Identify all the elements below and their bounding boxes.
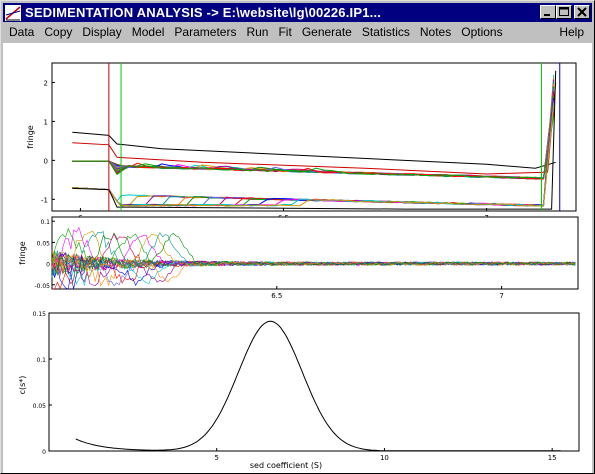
distribution-y-tick-label: 0.05	[33, 403, 47, 410]
title-bar[interactable]: SEDIMENTATION ANALYSIS -> E:\website\lg\…	[3, 3, 592, 22]
scan-y-tick-label: 1	[44, 118, 48, 126]
distribution-plot-xlabel: sed coefficient (S)	[250, 461, 322, 470]
scan-curve	[72, 131, 556, 169]
menu-options[interactable]: Options	[461, 25, 503, 39]
residual-curve	[51, 253, 576, 283]
scan-data-plot[interactable]: fringe 210-1 66.57	[26, 62, 577, 222]
residual-x-tick-label: 6.5	[271, 292, 282, 300]
residual-curve	[51, 233, 576, 276]
distribution-y-tick-label: 0.15	[33, 311, 47, 318]
distribution-y-tick-label: 0	[42, 449, 46, 456]
distribution-x-tick-label: 15	[548, 454, 557, 462]
distribution-plot-ylabel: c(s*)	[18, 376, 27, 395]
distribution-x-tick-label: 5	[214, 454, 218, 462]
scan-plot-frame	[51, 62, 577, 212]
distribution-curve	[75, 320, 561, 452]
residuals-plot-ylabel: fringe	[18, 241, 27, 264]
scan-curve	[72, 82, 557, 175]
scan-curve	[72, 105, 555, 207]
scan-curve	[72, 70, 557, 210]
minimize-button[interactable]	[540, 5, 556, 19]
scan-curve	[72, 115, 555, 180]
distribution-y-tick-label: 0.1	[36, 357, 46, 364]
close-button[interactable]	[574, 5, 590, 19]
scan-plot-ylabel: fringe	[26, 125, 35, 148]
residual-x-tick-label: 7	[499, 292, 503, 300]
plots-svg: fringe 210-1 66.57 fringe 0.10.050-0.05 …	[18, 62, 580, 470]
scan-y-tick-label: 2	[44, 79, 48, 87]
menu-statistics[interactable]: Statistics	[361, 25, 410, 39]
menu-model[interactable]: Model	[131, 25, 165, 39]
menu-notes[interactable]: Notes	[419, 25, 452, 39]
menu-generate[interactable]: Generate	[301, 25, 352, 39]
menu-run[interactable]: Run	[246, 25, 269, 39]
plot-area: fringe 210-1 66.57 fringe 0.10.050-0.05 …	[3, 43, 592, 473]
distribution-plot-frame	[48, 312, 580, 452]
menu-bar: Data Copy Display Model Parameters Run F…	[3, 23, 592, 41]
distribution-x-tick-label: 10	[380, 454, 389, 462]
distribution-plot[interactable]: c(s*) sed coefficient (S) 0.15 0.1 0.05 0 5…	[18, 311, 580, 470]
window-title: SEDIMENTATION ANALYSIS -> E:\website\lg\…	[25, 5, 382, 20]
residual-y-tick-label: 0	[46, 262, 50, 269]
residuals-plot-frame	[51, 216, 579, 290]
scan-y-tick-label: 0	[44, 157, 48, 165]
maximize-button[interactable]	[556, 5, 572, 19]
maximize-icon	[559, 7, 569, 16]
menu-fit[interactable]: Fit	[278, 25, 292, 39]
app-icon	[5, 4, 21, 21]
residual-y-tick-label: 0.1	[40, 219, 50, 226]
menu-data[interactable]: Data	[9, 25, 35, 39]
menu-display[interactable]: Display	[82, 25, 122, 39]
minimize-icon	[544, 14, 550, 16]
menu-copy[interactable]: Copy	[44, 25, 73, 39]
residual-y-tick-label: 0.05	[37, 240, 51, 247]
menu-help[interactable]: Help	[559, 25, 584, 39]
close-icon	[577, 7, 587, 17]
residual-curve	[51, 234, 576, 274]
menu-parameters[interactable]: Parameters	[174, 25, 237, 39]
residuals-plot[interactable]: fringe 0.1 0.05 0 -0.05 6.5 7	[18, 216, 579, 300]
residual-y-tick-label: -0.05	[34, 283, 50, 290]
scan-y-tick-label: -1	[41, 196, 48, 204]
